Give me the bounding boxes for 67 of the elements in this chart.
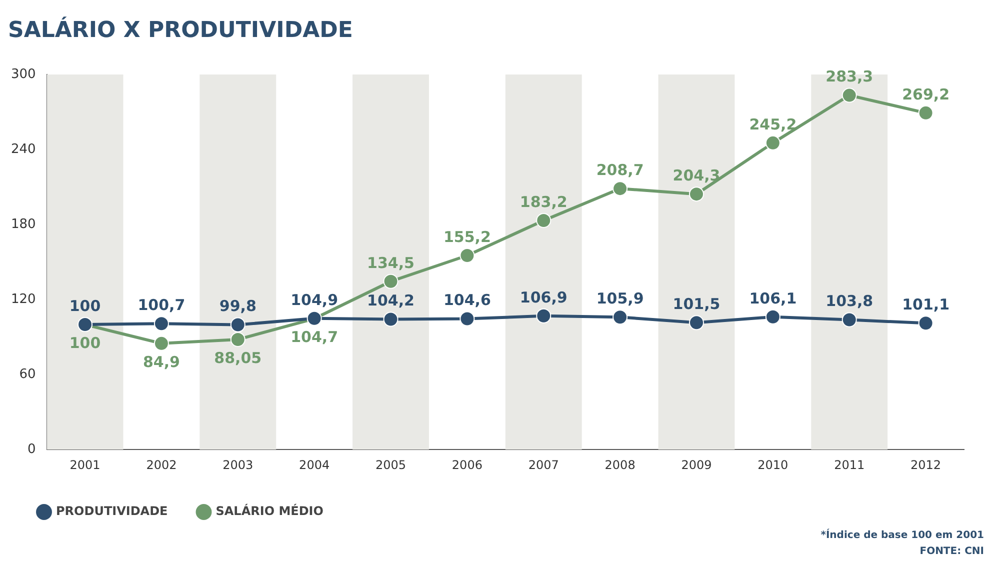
data-label: 101,5 [672, 295, 720, 314]
point [154, 316, 169, 332]
x-tick-label: 2012 [910, 458, 942, 472]
data-label: 105,9 [596, 290, 644, 308]
data-label: 104,9 [290, 290, 338, 309]
y-tick-label: 120 [10, 292, 36, 307]
point [842, 88, 857, 103]
x-tick-label: 2004 [299, 458, 330, 472]
y-tick-label: 60 [19, 366, 36, 382]
point [383, 312, 398, 327]
data-label: 100 [69, 296, 101, 315]
data-label: 155,2 [443, 228, 491, 246]
data-label: 245,2 [749, 115, 797, 134]
point [765, 309, 780, 324]
point [230, 332, 246, 347]
data-label: 104,6 [443, 291, 491, 310]
point [612, 310, 628, 325]
point [460, 248, 475, 263]
data-label: 100,7 [138, 296, 186, 314]
x-tick-label: 2008 [604, 458, 636, 472]
x-tick-label: 2006 [452, 458, 482, 472]
text: *Índice de base 100 em 2001 [820, 528, 984, 543]
point [765, 135, 780, 150]
data-label: 283,3 [826, 68, 874, 86]
data-label: 269,2 [902, 85, 950, 104]
data-label: 88,05 [214, 348, 262, 367]
data-label: 134,5 [367, 254, 414, 272]
y-tick-label: 180 [10, 216, 36, 232]
x-tick-label: 2001 [70, 458, 100, 472]
point [154, 336, 169, 351]
legend-label: SALÁRIO MÉDIO [216, 503, 324, 518]
data-label: 99,8 [219, 297, 256, 316]
point [536, 308, 552, 324]
point [918, 316, 934, 331]
data-label: 100 [69, 334, 101, 352]
point [688, 315, 704, 330]
x-tick-label: 2007 [528, 458, 559, 472]
x-tick-label: 2003 [222, 458, 254, 472]
data-label: 101,1 [902, 296, 950, 314]
y-tick-label: 240 [10, 142, 36, 157]
legend-label: PRODUTIVIDADE [56, 504, 168, 518]
data-label: 104,2 [367, 292, 414, 310]
x-tick-label: 2009 [681, 458, 712, 472]
data-label: 84,9 [142, 352, 180, 371]
x-tick-label: 2010 [758, 458, 788, 472]
point [460, 311, 475, 326]
y-tick-label: 0 [28, 442, 36, 457]
data-label: 104,7 [290, 328, 338, 346]
point [612, 181, 628, 196]
x-tick-label: 2005 [375, 458, 406, 472]
source-note: FONTE: CNI [918, 545, 984, 559]
point [230, 317, 246, 332]
data-label: 106,9 [520, 288, 568, 306]
point [688, 186, 704, 202]
data-label: 106,1 [749, 289, 797, 308]
chart-title: SALÁRIO X PRODUTIVIDADE [8, 16, 353, 43]
point [842, 312, 857, 328]
x-tick-label: 2011 [834, 458, 865, 472]
y-tick-label: 300 [10, 66, 36, 82]
point [383, 274, 398, 289]
data-label: 183,2 [520, 192, 568, 211]
data-label: 103,8 [826, 292, 874, 310]
data-label: 204,3 [672, 166, 720, 184]
data-label: 208,7 [596, 160, 644, 179]
x-tick-label: 2002 [146, 458, 177, 472]
point [536, 212, 552, 228]
point [918, 105, 934, 120]
